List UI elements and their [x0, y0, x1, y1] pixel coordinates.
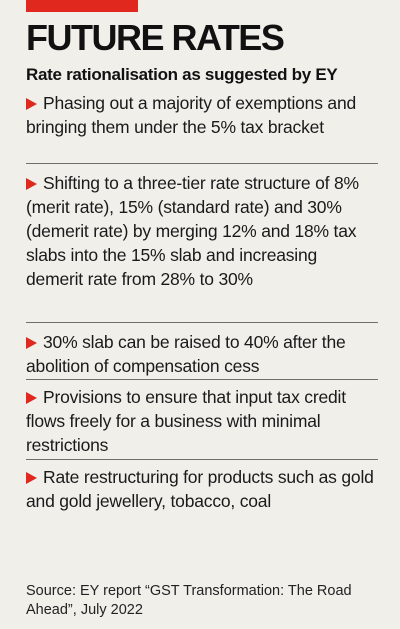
accent-bar: [26, 0, 138, 12]
subheadline: Rate rationalisation as suggested by EY: [26, 65, 338, 84]
point-text: Provisions to ensure that input tax cred…: [26, 387, 346, 455]
arrow-bullet-icon: [26, 472, 37, 484]
point-text: 30% slab can be raised to 40% after the …: [26, 332, 346, 376]
arrow-bullet-icon: [26, 178, 37, 190]
list-item: Rate restructuring for products such as …: [26, 460, 378, 513]
list-item: 30% slab can be raised to 40% after the …: [26, 323, 378, 380]
arrow-bullet-icon: [26, 98, 37, 110]
point-text: Shifting to a three-tier rate structure …: [26, 173, 359, 289]
headline: FUTURE RATES: [26, 17, 285, 58]
list-item: Provisions to ensure that input tax cred…: [26, 380, 378, 460]
source-note: Source: EY report “GST Transformation: T…: [26, 583, 352, 618]
point-text: Phasing out a majority of exemptions and…: [26, 93, 357, 137]
arrow-bullet-icon: [26, 392, 37, 404]
arrow-bullet-icon: [26, 337, 37, 349]
list-item: Shifting to a three-tier rate structure …: [26, 164, 378, 323]
list-item: Phasing out a majority of exemptions and…: [26, 90, 378, 164]
points-list: Phasing out a majority of exemptions and…: [26, 90, 378, 513]
point-text: Rate restructuring for products such as …: [26, 467, 374, 511]
